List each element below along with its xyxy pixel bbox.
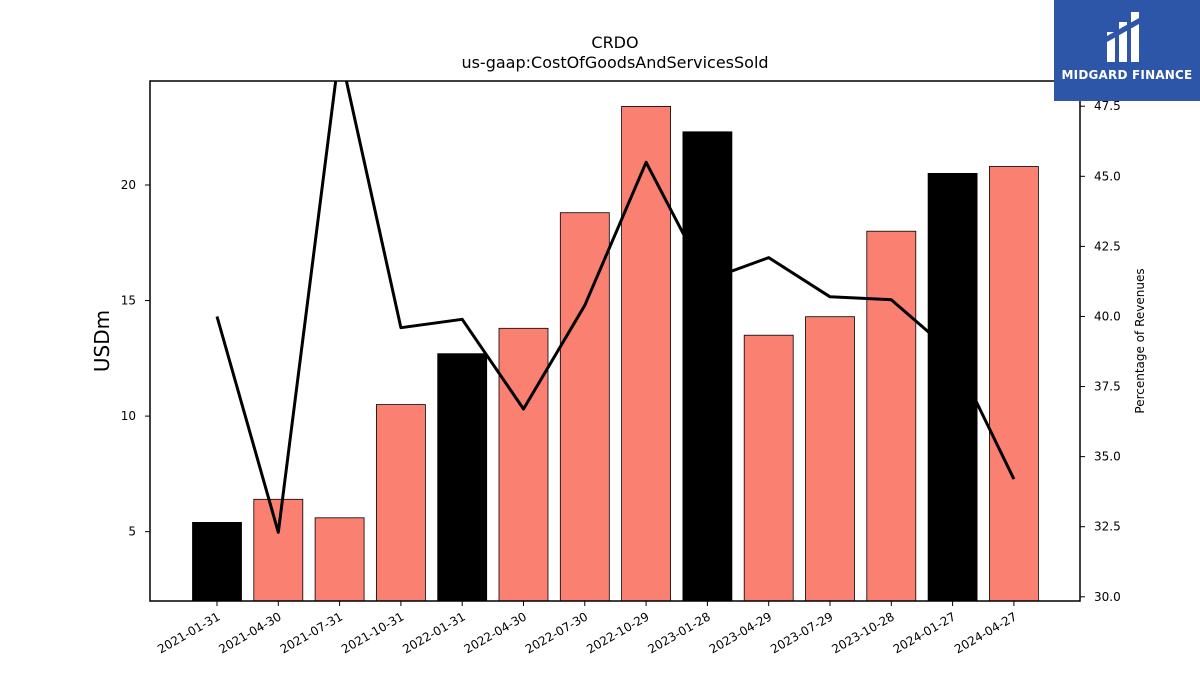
brand-logo: MIDGARD FINANCE (1054, 0, 1200, 101)
left-tick-label: 15 (121, 294, 136, 308)
right-tick-label: 45.0 (1094, 169, 1121, 183)
x-tick-label: 2023-10-28 (829, 609, 896, 656)
revenue-percentage-line (215, 81, 1016, 534)
chart-title: CRDO (591, 33, 638, 52)
x-tick-label: 2021-04-30 (216, 609, 283, 656)
bar-2024-04-27 (989, 166, 1039, 602)
x-tick-label: 2021-10-31 (339, 609, 406, 656)
right-tick-label: 37.5 (1094, 380, 1121, 394)
bar-series (192, 106, 1039, 602)
x-tick-label: 2023-01-28 (645, 609, 712, 656)
x-axis-ticks: 2021-01-312021-04-302021-07-312021-10-31… (155, 601, 1019, 656)
x-tick-label: 2024-04-27 (952, 609, 1019, 656)
x-tick-label: 2021-01-31 (155, 609, 222, 656)
bar-2023-04-29 (743, 334, 794, 602)
bar-2021-10-31 (375, 404, 426, 602)
x-tick-label: 2022-07-30 (523, 609, 590, 656)
bar-2022-07-30 (559, 212, 610, 602)
bar-2023-07-29 (805, 316, 855, 602)
right-tick-label: 32.5 (1094, 520, 1121, 534)
left-axis-ticks: 5 10 15 20 (121, 178, 150, 539)
bar-2023-01-28 (682, 131, 733, 602)
chart-subtitle: us-gaap:CostOfGoodsAndServicesSold (461, 53, 768, 72)
logo-mark-icon (1107, 12, 1139, 62)
left-tick-label: 20 (121, 178, 136, 192)
left-tick-label: 10 (121, 409, 136, 423)
bar-2022-10-29 (621, 106, 671, 602)
right-axis-ticks: 30.0 32.5 35.0 37.5 40.0 42.5 45.0 47.5 (1080, 99, 1121, 604)
left-tick-label: 5 (128, 525, 136, 539)
x-tick-label: 2022-04-30 (462, 609, 529, 656)
y-axis-label: USDm (90, 310, 114, 372)
bar-2022-01-31 (437, 353, 488, 602)
line-series (215, 81, 1016, 534)
x-tick-label: 2022-01-31 (400, 609, 467, 656)
bar-2021-01-31 (192, 522, 242, 602)
x-tick-label: 2022-10-29 (584, 609, 651, 656)
x-tick-label: 2023-07-29 (768, 609, 835, 656)
bar-2022-04-30 (498, 327, 549, 602)
bar-2023-10-28 (866, 230, 917, 602)
bar-2021-07-31 (314, 517, 365, 602)
x-tick-label: 2021-07-31 (278, 609, 345, 656)
right-tick-label: 47.5 (1094, 99, 1121, 113)
plot-frame (149, 80, 1081, 602)
logo-text: MIDGARD FINANCE (1061, 68, 1193, 82)
right-tick-label: 30.0 (1094, 590, 1121, 604)
x-tick-label: 2024-01-27 (891, 609, 958, 656)
y2-axis-label: Percentage of Revenues (1133, 268, 1147, 413)
x-tick-label: 2023-04-29 (707, 609, 774, 656)
bar-2021-04-30 (253, 498, 304, 602)
right-tick-label: 42.5 (1094, 239, 1121, 253)
right-tick-label: 35.0 (1094, 450, 1121, 464)
right-tick-label: 40.0 (1094, 309, 1121, 323)
